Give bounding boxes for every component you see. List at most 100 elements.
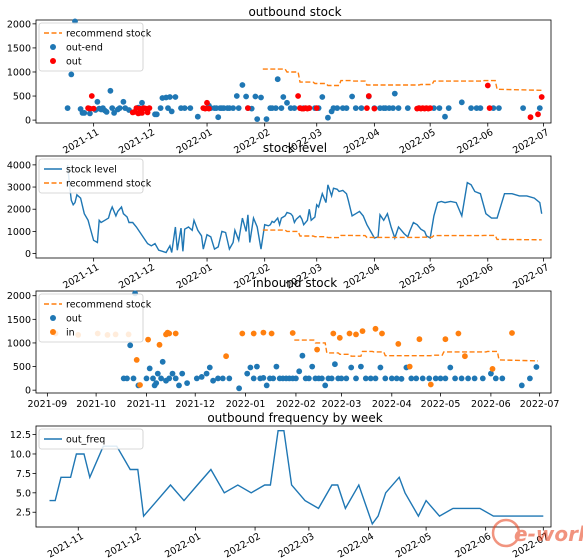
watermark-logo: e-works — [491, 518, 583, 548]
y-tick-label: 3000 — [7, 183, 31, 194]
legend-label: stock level — [66, 165, 117, 176]
data-point — [358, 363, 364, 370]
data-point — [133, 357, 140, 363]
data-point — [295, 93, 301, 99]
x-tick-label: 2022-04 — [372, 399, 412, 410]
x-tick-label: 2021-10 — [76, 399, 116, 410]
data-point — [127, 342, 134, 349]
data-point — [334, 105, 341, 111]
data-point — [250, 375, 257, 382]
data-point — [245, 105, 251, 111]
data-point — [260, 329, 267, 336]
data-point — [215, 114, 222, 121]
data-point — [527, 114, 534, 121]
legend-box — [38, 428, 144, 450]
x-tick-label: 2021-12 — [175, 399, 215, 410]
data-point — [426, 375, 433, 382]
data-point — [204, 99, 210, 106]
data-point — [203, 370, 210, 377]
data-point — [390, 105, 396, 111]
data-point — [166, 375, 173, 382]
data-point — [223, 353, 230, 360]
data-point — [243, 93, 250, 100]
data-point — [404, 105, 411, 111]
data-point — [206, 364, 213, 371]
data-point — [153, 111, 160, 118]
data-point — [103, 109, 110, 115]
data-point — [535, 111, 541, 118]
data-point — [88, 93, 95, 99]
data-point — [284, 99, 290, 106]
data-point — [179, 370, 186, 377]
series-line — [262, 229, 542, 241]
data-point — [90, 105, 97, 112]
data-point — [442, 113, 448, 120]
y-tick-label: 4000 — [7, 160, 31, 171]
data-point — [353, 331, 359, 338]
data-point — [313, 105, 320, 111]
x-tick-label: 2022-06 — [471, 399, 511, 410]
data-point — [432, 375, 439, 382]
data-point — [367, 375, 374, 382]
legend-marker-swatch — [50, 315, 56, 321]
data-point — [274, 76, 281, 83]
data-point — [236, 385, 243, 392]
data-point — [358, 105, 365, 111]
data-point — [270, 375, 277, 382]
y-tick-label: 2000 — [7, 291, 31, 302]
data-point — [250, 330, 257, 337]
x-tick-label: 2022-01 — [226, 399, 266, 410]
data-point — [437, 375, 444, 382]
data-point — [445, 105, 452, 111]
data-point — [280, 94, 287, 100]
data-point — [452, 375, 458, 382]
data-point — [352, 105, 359, 111]
data-point — [293, 375, 299, 382]
data-point — [520, 105, 526, 111]
data-point — [427, 381, 434, 388]
y-tick-label: 12.5 — [10, 430, 31, 441]
y-tick-label: 0 — [25, 386, 31, 397]
outbound-frequency-title: outbound frequency by week — [207, 411, 382, 425]
data-point — [159, 358, 166, 365]
data-point — [157, 105, 164, 111]
data-point — [364, 105, 370, 111]
data-point — [64, 105, 71, 111]
data-point — [336, 334, 343, 341]
legend-box — [38, 158, 144, 194]
watermark-text: e-works — [514, 522, 583, 546]
y-tick-label: 10.0 — [10, 449, 31, 460]
data-point — [343, 105, 350, 111]
data-point — [322, 382, 329, 389]
x-tick-label: 2021-11 — [127, 399, 167, 410]
legend-marker-swatch — [50, 44, 56, 50]
data-point — [496, 105, 502, 111]
outbound-stock-title: outbound stock — [248, 5, 341, 19]
data-point — [458, 99, 465, 106]
data-point — [254, 116, 261, 122]
data-point — [139, 99, 145, 106]
y-tick-label: 0 — [25, 249, 31, 260]
data-point — [479, 375, 486, 382]
data-point — [362, 375, 369, 382]
data-point — [94, 98, 101, 105]
legend-box — [38, 22, 144, 72]
data-point — [296, 368, 303, 375]
legend-label: in — [66, 328, 75, 339]
data-point — [391, 90, 398, 97]
data-point — [471, 375, 478, 382]
data-point — [107, 87, 114, 94]
data-point — [455, 330, 462, 337]
data-point — [124, 375, 130, 382]
data-point — [137, 382, 143, 388]
y-tick-label: 1000 — [7, 67, 31, 78]
data-point — [338, 375, 345, 382]
data-point — [150, 375, 156, 382]
x-tick-label: 2022-02 — [276, 399, 316, 410]
data-point — [172, 330, 179, 337]
legend-marker-swatch — [50, 329, 56, 335]
data-point — [68, 71, 75, 78]
data-point — [130, 375, 137, 382]
